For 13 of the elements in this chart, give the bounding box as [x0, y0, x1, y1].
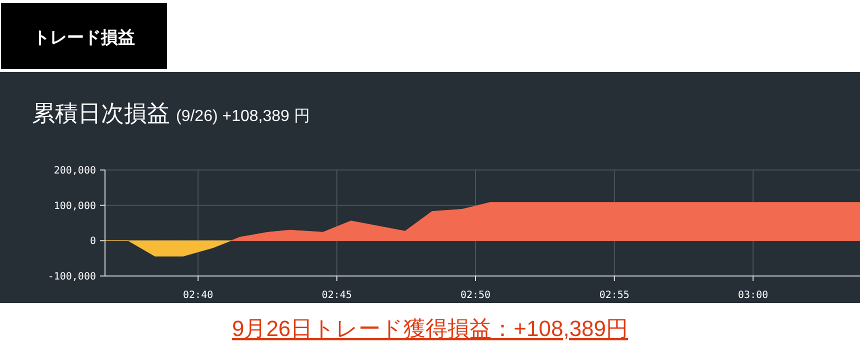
x-tick-label: 02:55	[599, 290, 630, 301]
text: トレード損益	[33, 28, 135, 47]
y-tick-label: 200,000	[54, 166, 96, 176]
x-tick-label: 02:40	[183, 290, 214, 301]
y-tick-label: -100,000	[48, 272, 96, 282]
chart-subtitle: (9/26) +108,389 円	[176, 108, 310, 125]
x-tick-label: 03:00	[738, 290, 768, 301]
x-tick-label: 02:50	[460, 290, 491, 301]
x-tick-label: 02:45	[322, 290, 352, 301]
y-tick-label: 100,000	[54, 200, 96, 212]
text: 9月26日トレード獲得損益：+108,389円	[232, 316, 628, 341]
chart-title: 累積日次損益	[32, 100, 170, 126]
y-tick-label: 0	[90, 236, 96, 248]
